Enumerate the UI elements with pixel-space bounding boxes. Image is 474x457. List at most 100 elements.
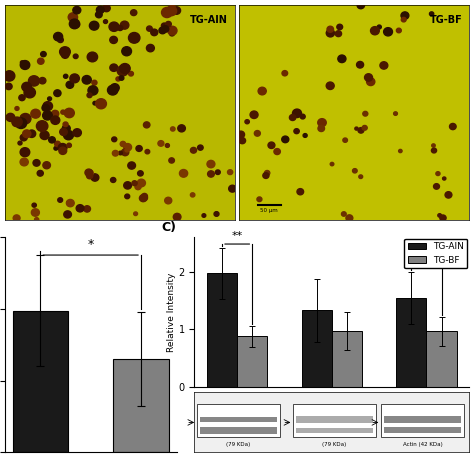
Circle shape: [20, 158, 28, 166]
Circle shape: [63, 122, 68, 127]
Bar: [12, 311, 68, 452]
Circle shape: [40, 131, 49, 139]
Circle shape: [43, 111, 52, 120]
Circle shape: [59, 147, 67, 154]
Circle shape: [383, 27, 392, 36]
Circle shape: [263, 173, 269, 178]
Circle shape: [128, 162, 136, 169]
Circle shape: [268, 142, 275, 149]
Bar: [237, 336, 267, 387]
FancyBboxPatch shape: [296, 416, 373, 423]
Circle shape: [112, 150, 118, 156]
Circle shape: [69, 19, 80, 29]
Circle shape: [55, 141, 60, 147]
Circle shape: [51, 116, 60, 124]
Circle shape: [91, 174, 99, 181]
Circle shape: [4, 71, 15, 81]
Circle shape: [142, 195, 146, 199]
Circle shape: [228, 185, 236, 192]
Circle shape: [215, 170, 220, 175]
Circle shape: [165, 143, 169, 148]
Circle shape: [173, 213, 181, 221]
Circle shape: [24, 87, 36, 98]
Circle shape: [15, 106, 19, 111]
Circle shape: [141, 195, 147, 201]
FancyBboxPatch shape: [200, 417, 277, 422]
Circle shape: [76, 205, 84, 212]
Circle shape: [20, 113, 31, 124]
Circle shape: [300, 114, 305, 119]
Bar: [301, 310, 332, 387]
Circle shape: [341, 212, 346, 216]
Circle shape: [191, 193, 195, 197]
Circle shape: [162, 7, 173, 17]
Circle shape: [64, 130, 73, 140]
Circle shape: [214, 212, 219, 216]
Circle shape: [31, 209, 39, 216]
Circle shape: [58, 143, 67, 152]
Circle shape: [20, 148, 30, 157]
FancyBboxPatch shape: [381, 404, 464, 437]
Circle shape: [116, 77, 120, 81]
Circle shape: [41, 52, 46, 57]
Bar: [332, 331, 362, 387]
Circle shape: [35, 218, 39, 222]
Circle shape: [85, 169, 92, 176]
Circle shape: [47, 97, 52, 101]
Circle shape: [95, 11, 102, 18]
Circle shape: [82, 75, 91, 84]
Circle shape: [327, 26, 334, 32]
Circle shape: [20, 61, 24, 64]
Circle shape: [66, 199, 74, 207]
Circle shape: [73, 6, 81, 14]
Text: 50 μm: 50 μm: [260, 208, 278, 213]
Circle shape: [87, 52, 98, 62]
Circle shape: [19, 95, 25, 101]
Circle shape: [228, 170, 233, 175]
Circle shape: [245, 120, 249, 124]
Circle shape: [180, 170, 188, 177]
Circle shape: [31, 109, 40, 118]
Circle shape: [371, 27, 379, 35]
Circle shape: [158, 141, 164, 146]
Circle shape: [258, 87, 266, 95]
Circle shape: [362, 126, 367, 130]
Circle shape: [54, 90, 61, 96]
Circle shape: [110, 37, 118, 43]
Circle shape: [396, 28, 401, 33]
Circle shape: [118, 151, 122, 155]
Text: Actin (42 KDa): Actin (42 KDa): [402, 442, 442, 447]
Circle shape: [124, 143, 132, 151]
Circle shape: [432, 144, 435, 147]
Circle shape: [52, 110, 59, 117]
Circle shape: [139, 195, 147, 202]
Circle shape: [87, 93, 92, 98]
Circle shape: [164, 197, 172, 204]
Circle shape: [22, 82, 31, 91]
Circle shape: [87, 170, 93, 176]
Circle shape: [171, 3, 175, 7]
Circle shape: [449, 123, 456, 130]
Circle shape: [12, 117, 22, 127]
Circle shape: [23, 130, 31, 138]
Legend: TG-AIN, TG-BF: TG-AIN, TG-BF: [404, 239, 467, 268]
Circle shape: [73, 22, 80, 27]
Circle shape: [54, 147, 58, 150]
Circle shape: [110, 84, 119, 92]
Bar: [113, 359, 169, 452]
Circle shape: [380, 62, 388, 69]
Circle shape: [60, 128, 67, 135]
Circle shape: [144, 122, 150, 128]
Circle shape: [121, 149, 129, 156]
Circle shape: [161, 23, 167, 28]
Circle shape: [28, 130, 36, 138]
Circle shape: [434, 184, 439, 189]
Circle shape: [87, 173, 93, 179]
Text: TG-BF: TG-BF: [429, 16, 462, 25]
Circle shape: [429, 12, 434, 16]
Text: **: **: [232, 231, 243, 241]
Circle shape: [274, 149, 280, 154]
Circle shape: [346, 215, 353, 221]
Circle shape: [151, 29, 158, 36]
Circle shape: [108, 85, 118, 95]
